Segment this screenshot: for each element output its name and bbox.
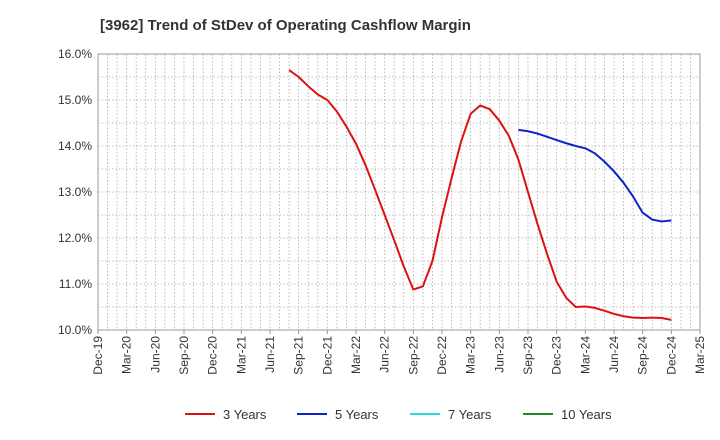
y-tick-label: 11.0% xyxy=(59,277,92,291)
x-tick-label: Dec-19 xyxy=(91,336,105,375)
x-tick-label: Sep-21 xyxy=(292,336,306,375)
plot-frame xyxy=(97,53,701,331)
x-tick-label: Sep-20 xyxy=(177,336,191,375)
legend: 3 Years 5 Years 7 Years 10 Years xyxy=(185,407,612,422)
x-tick-label: Mar-21 xyxy=(234,336,248,374)
y-axis: 10.0% 11.0% 12.0% 13.0% 14.0% 15.0% 16.0% xyxy=(58,47,92,337)
x-tick-label: Sep-24 xyxy=(636,336,650,375)
y-tick-label: 13.0% xyxy=(58,185,92,199)
series-line xyxy=(518,128,672,223)
x-tick-label: Sep-23 xyxy=(521,336,535,375)
legend-label: 7 Years xyxy=(448,407,492,422)
legend-label: 10 Years xyxy=(561,407,612,422)
x-tick-label: Dec-24 xyxy=(664,336,678,375)
x-tick-label: Jun-22 xyxy=(378,336,392,373)
y-tick-label: 15.0% xyxy=(58,93,92,107)
x-tick-label: Mar-20 xyxy=(120,336,134,374)
x-tick-label: Dec-20 xyxy=(206,336,220,375)
grid-lines xyxy=(97,53,701,331)
x-tick-label: Dec-21 xyxy=(320,336,334,375)
x-tick-label: Sep-22 xyxy=(406,336,420,375)
series-lines xyxy=(288,69,672,321)
x-tick-label: Mar-25 xyxy=(693,336,707,374)
x-tick-label: Jun-23 xyxy=(492,336,506,373)
x-tick-label: Jun-20 xyxy=(148,336,162,373)
x-tick-label: Mar-22 xyxy=(349,336,363,374)
x-tick-label: Dec-22 xyxy=(435,336,449,375)
x-tick-label: Mar-23 xyxy=(464,336,478,374)
x-axis: Dec-19 Mar-20 Jun-20 Sep-20 Dec-20 Mar-21 Jun-… xyxy=(91,330,707,375)
y-tick-label: 12.0% xyxy=(58,231,92,245)
y-tick-label: 10.0% xyxy=(58,323,92,337)
x-tick-label: Dec-23 xyxy=(550,336,564,375)
x-tick-label: Jun-21 xyxy=(263,336,277,373)
legend-label: 3 Years xyxy=(223,407,267,422)
y-tick-label: 14.0% xyxy=(58,139,92,153)
legend-label: 5 Years xyxy=(335,407,379,422)
chart-title: [3962] Trend of StDev of Operating Cashf… xyxy=(100,17,471,34)
x-tick-label: Mar-24 xyxy=(578,336,592,374)
y-tick-label: 16.0% xyxy=(58,47,92,61)
x-tick-label: Jun-24 xyxy=(607,336,621,373)
series-line xyxy=(288,69,672,321)
